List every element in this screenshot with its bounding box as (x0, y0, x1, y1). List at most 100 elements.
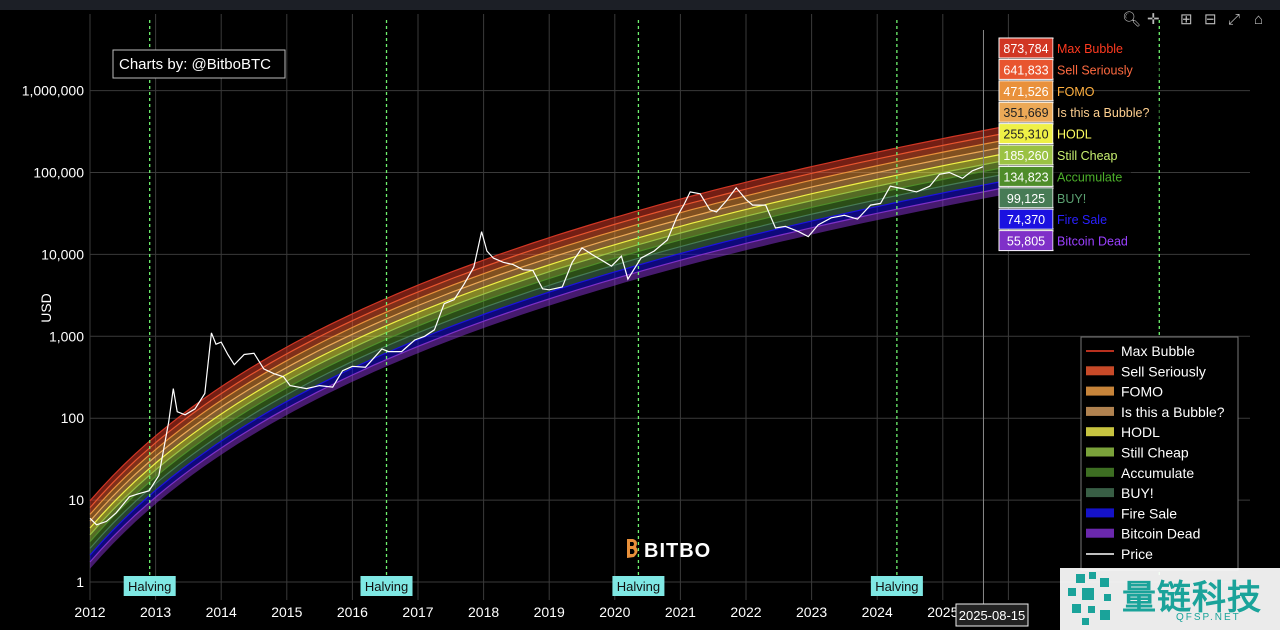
band-tag: 185,260 Still Cheap (998, 144, 1139, 166)
band-tag: 99,125 BUY! (998, 187, 1088, 209)
y-tick-label: 1 (76, 574, 84, 590)
band-edge (89, 140, 999, 515)
halving-label: Halving (875, 579, 918, 594)
credit-text: Charts by: @BitboBTC (119, 56, 271, 73)
legend-item[interactable]: BUY! (1086, 485, 1154, 501)
legend-label: Fire Sale (1121, 505, 1177, 521)
band-tag-name: Max Bubble (1057, 42, 1123, 56)
home-icon[interactable]: ⌂ (1254, 11, 1264, 28)
band-tag-name-bg (1053, 39, 1131, 57)
band-tag-name-bg (1053, 60, 1160, 79)
watermark-subtext: QFSP.NET (1176, 612, 1241, 623)
band-accumulate (90, 168, 999, 549)
legend-label: BUY! (1121, 485, 1154, 501)
halving-label-box (123, 576, 176, 596)
hover-date-text: 2025-08-15 (959, 608, 1026, 623)
x-tick-label: 2024 (862, 604, 893, 620)
x-tick-label: 2022 (730, 604, 761, 620)
watermark: 量链科技 QFSP.NET (1060, 568, 1280, 630)
band-tag-name: BUY! (1057, 192, 1086, 206)
band-tag-value: 99,125 (1007, 192, 1045, 206)
grid (89, 14, 1250, 600)
legend-label: Still Cheap (1121, 445, 1189, 461)
x-tick-label: 2020 (599, 604, 630, 620)
halving-label: Halving (617, 579, 660, 594)
zoom-in-icon[interactable]: ⊞ (1180, 11, 1193, 28)
band-tag: 873,784 Max Bubble (998, 37, 1131, 59)
x-tick-label: 2015 (271, 604, 302, 620)
band-tag-name-bg (1053, 188, 1088, 207)
halving-label-box (870, 576, 923, 596)
legend-swatch (1086, 467, 1114, 477)
band-tag-name-bg (1053, 167, 1131, 186)
band-tag: 55,805 Bitcoin Dead (998, 230, 1146, 252)
band-tag-value: 351,669 (1003, 106, 1048, 120)
band-edge-lines (89, 127, 999, 563)
band-tag: 74,370 Fire Sale (998, 208, 1124, 230)
legend-item[interactable]: Still Cheap (1086, 445, 1189, 461)
legend-item[interactable]: Fire Sale (1086, 505, 1177, 521)
x-tick-label: 2012 (74, 604, 105, 620)
y-tick-label: 10 (68, 492, 84, 508)
legend-label: Sell Seriously (1121, 363, 1206, 379)
band-tag-value: 873,784 (1003, 42, 1048, 56)
autoscale-icon[interactable]: ⤢ (1228, 11, 1241, 28)
credit-box: Charts by: @BitboBTC (112, 49, 286, 79)
band-edge (89, 133, 999, 508)
y-tick-label: 100 (61, 410, 85, 426)
zoom-out-icon[interactable]: ⊟ (1204, 11, 1217, 28)
legend-swatch (1086, 427, 1114, 437)
y-tick-label: 100,000 (33, 165, 84, 181)
legend-item[interactable]: Accumulate (1086, 465, 1194, 481)
x-tick-label: 2014 (206, 604, 237, 620)
band-edge (89, 181, 999, 556)
legend-item[interactable]: HODL (1086, 424, 1160, 440)
legend-swatch (1086, 488, 1114, 498)
band-edge (89, 147, 999, 522)
hover-date-label: 2025-08-15 (955, 603, 1029, 627)
legend-item[interactable]: Max Bubble (1086, 343, 1195, 359)
legend-item[interactable]: Sell Seriously (1086, 363, 1206, 379)
legend-label: Price (1121, 546, 1153, 562)
x-tick-label: 2017 (402, 604, 433, 620)
band-tag-name-bg (1053, 81, 1088, 100)
legend-item[interactable]: FOMO (1086, 384, 1163, 400)
legend-item[interactable]: Is this a Bubble? (1086, 404, 1225, 420)
rainbow-bands (90, 127, 999, 569)
halving-label-box (360, 576, 413, 596)
band-tag-name: Fire Sale (1057, 213, 1107, 227)
legend-swatch (1086, 406, 1114, 416)
watermark-text: 量链科技 (1122, 578, 1262, 618)
band-tag: 255,310 HODL (998, 123, 1092, 145)
y-axis-label: USD (38, 293, 54, 323)
band-buy (90, 175, 999, 556)
x-tick-label: 2025 (927, 604, 958, 620)
legend-swatch (1086, 528, 1114, 538)
legend-label: Is this a Bubble? (1121, 404, 1225, 420)
band-tag: 641,833 Sell Seriously (998, 58, 1160, 80)
band-tag-value: 641,833 (1003, 63, 1048, 77)
top-bar (0, 0, 1280, 10)
pan-icon[interactable]: ✛ (1147, 11, 1160, 28)
legend: Max Bubble Sell Seriously FOMO Is this a Bu… (1080, 336, 1239, 571)
band-edge (89, 161, 999, 536)
halving-label: Halving (128, 579, 171, 594)
legend-swatch (1086, 366, 1114, 376)
x-tick-label: 2018 (468, 604, 499, 620)
band-tag: 471,526 FOMO (998, 80, 1095, 102)
x-axis-ticks: 2012 2013 2014 2015 2016 2017 2018 2019 2020 2021… (74, 604, 1024, 620)
band-tag-name-bg (1053, 146, 1139, 164)
band-tag-name-bg (1053, 124, 1088, 143)
bitbo-logo-text: BITBO (644, 540, 711, 562)
zoom-icon[interactable]: 🔍︎ (1122, 11, 1142, 28)
legend-item[interactable]: Price (1086, 546, 1153, 562)
legend-item[interactable]: Bitcoin Dead (1086, 526, 1200, 542)
band-edge (89, 127, 999, 502)
legend-label: FOMO (1121, 384, 1163, 400)
band-tag-name: HODL (1057, 128, 1092, 142)
y-axis-ticks: 1 10 100 1,000 10,000 100,000 1,000,000 (22, 83, 85, 590)
band-tag-value: 471,526 (1003, 85, 1048, 99)
band-tag: 351,669 Is this a Bubble? (998, 101, 1182, 123)
legend-swatch (1086, 508, 1114, 518)
